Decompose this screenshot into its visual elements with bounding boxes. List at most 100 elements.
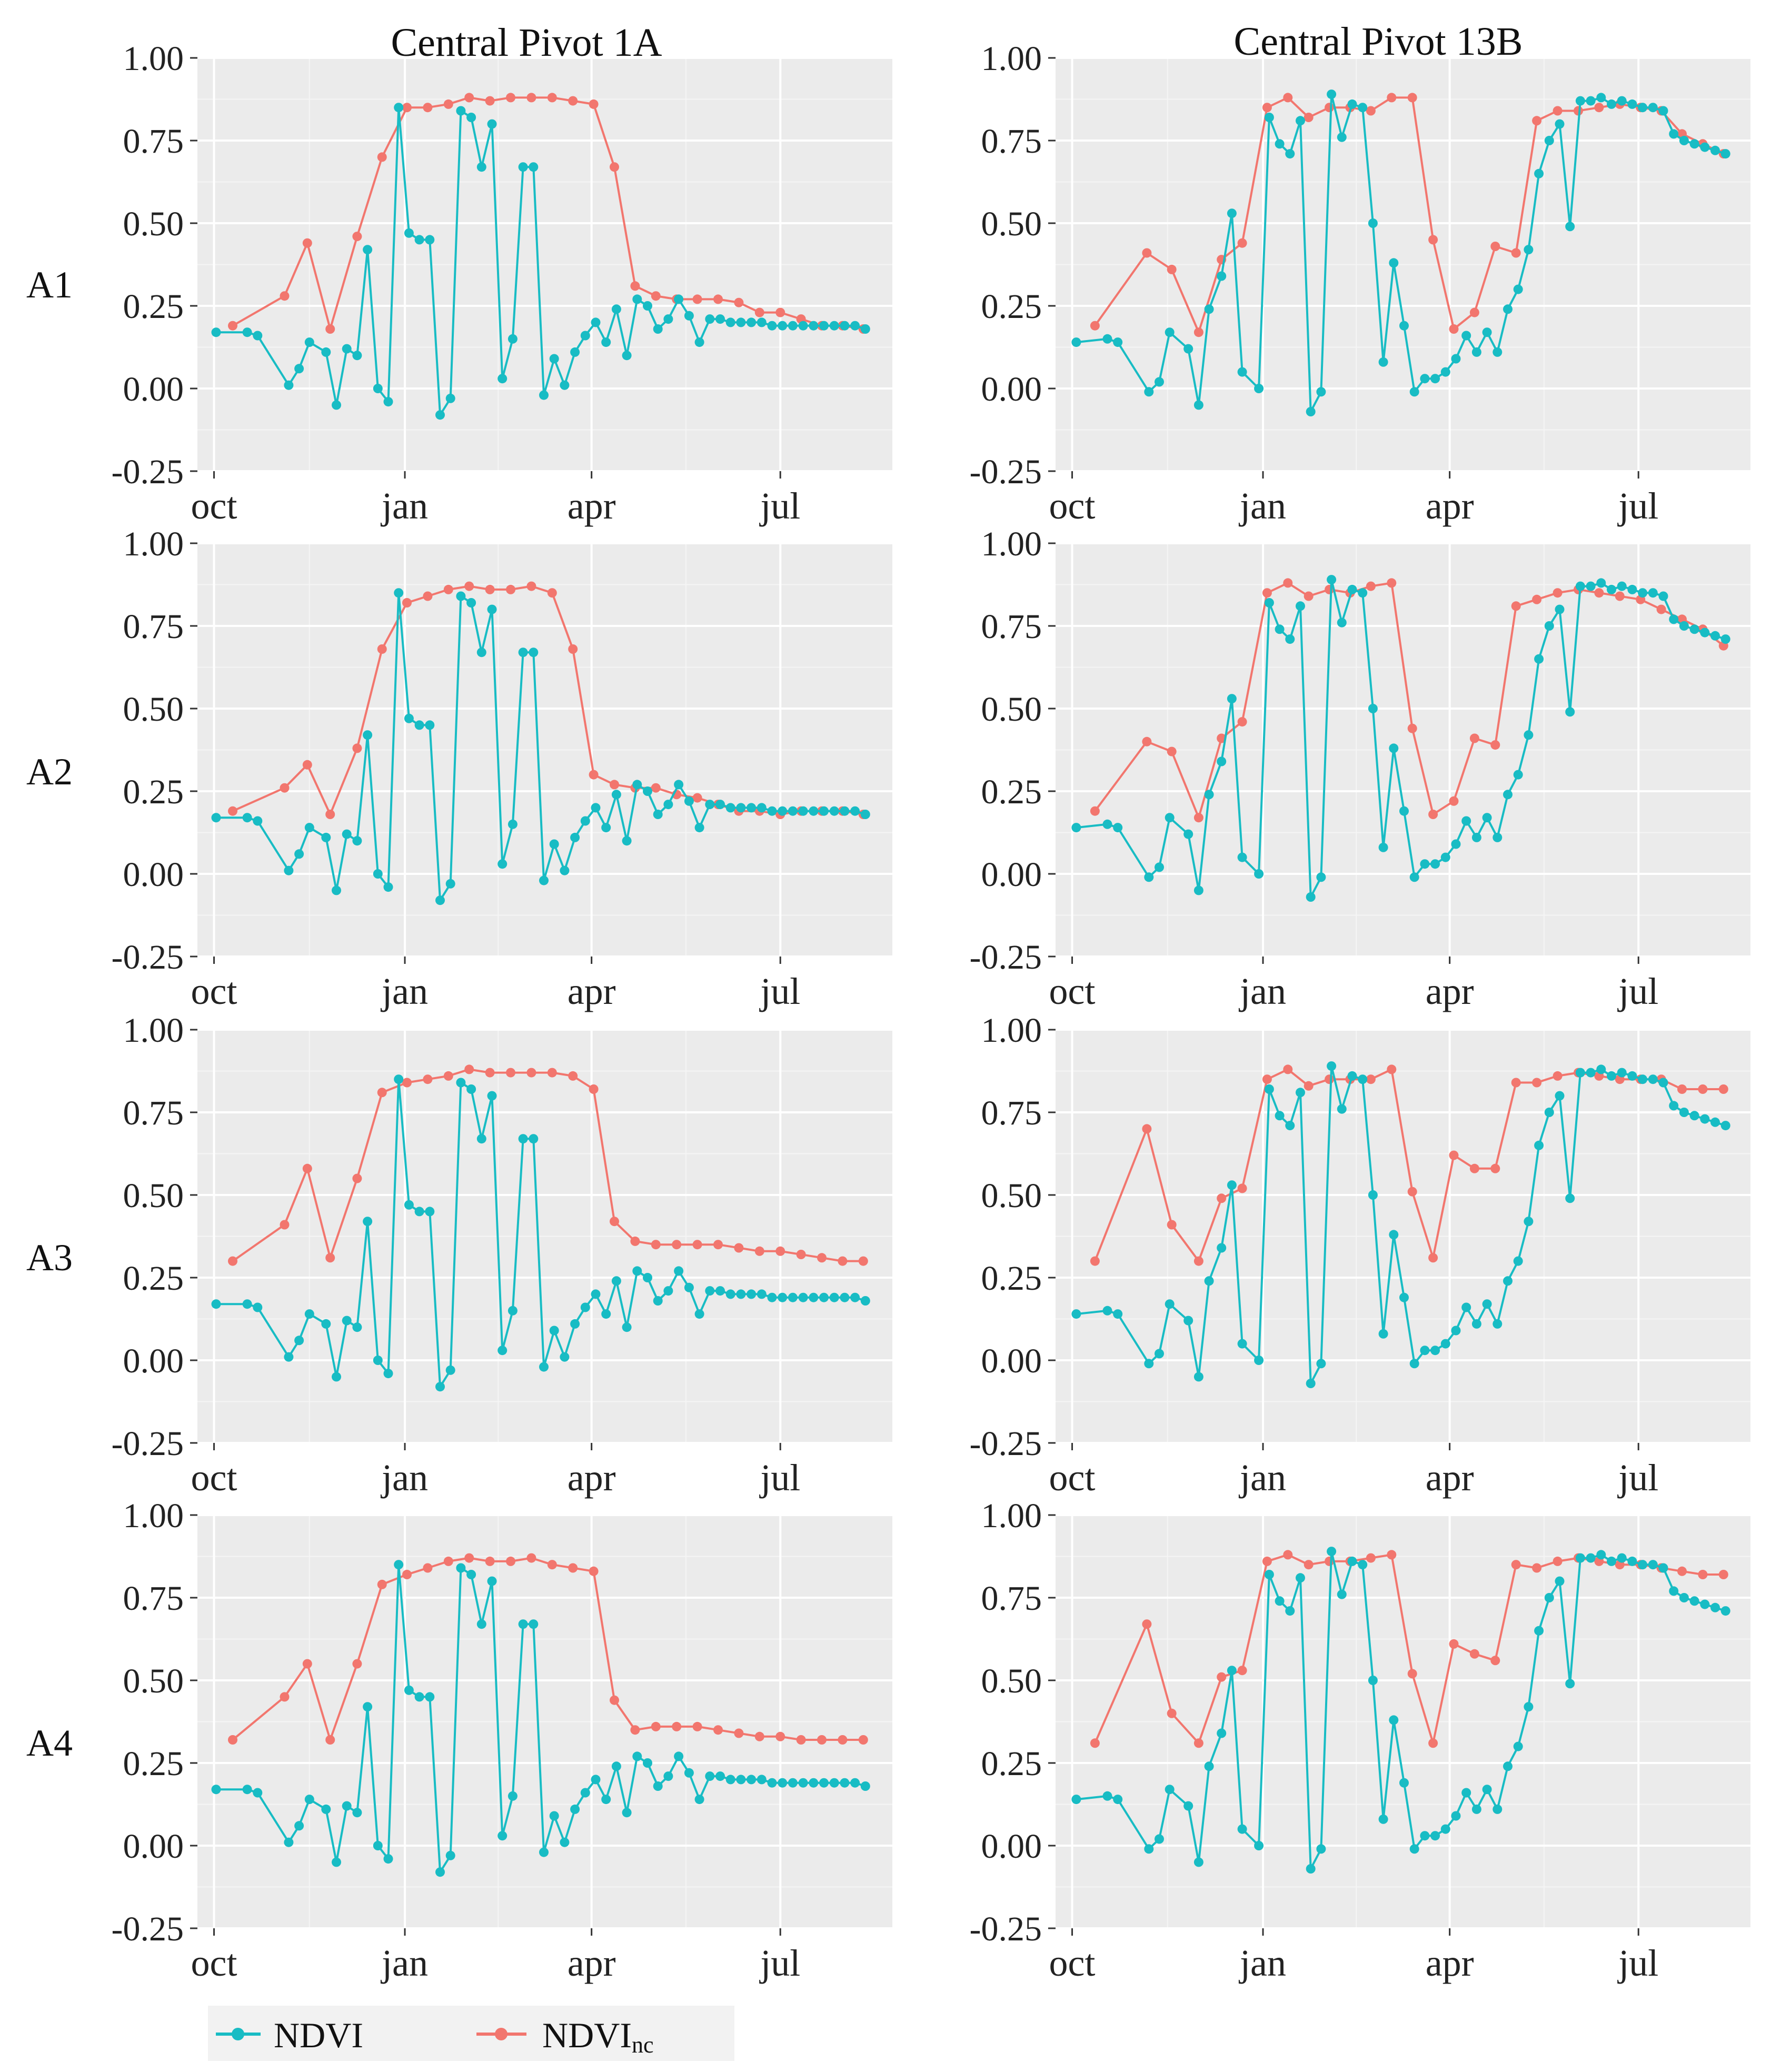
ndvi-nc-point: [589, 1566, 599, 1576]
ndvi-point: [332, 400, 341, 410]
ndvi-point: [1544, 1593, 1554, 1602]
ndvi-nc-point: [1142, 248, 1152, 258]
ndvi-point: [674, 1266, 684, 1276]
ndvi-nc-point: [1237, 1183, 1247, 1193]
ndvi-nc-point: [1553, 588, 1563, 598]
ndvi-point: [383, 1854, 393, 1864]
ndvi-nc-point: [377, 152, 387, 162]
ndvi-point: [1461, 331, 1471, 341]
ndvi-nc-point: [568, 644, 578, 654]
ndvi-nc-point: [1262, 588, 1272, 598]
ndvi-point: [1316, 1844, 1326, 1854]
ndvi-nc-point: [1490, 242, 1500, 251]
ndvi-point: [294, 1336, 304, 1346]
ndvi-point: [539, 390, 549, 400]
x-tick-label: jul: [1617, 1942, 1658, 1984]
ndvi-point: [435, 1382, 445, 1392]
ndvi-point: [643, 1758, 652, 1768]
ndvi-nc-point: [1237, 1666, 1247, 1676]
ndvi-nc-point: [1193, 813, 1203, 823]
ndvi-nc-point: [734, 297, 744, 307]
ndvi-nc-point: [1193, 1256, 1203, 1266]
ndvi-point: [352, 351, 362, 361]
ndvi-point: [1524, 1217, 1534, 1227]
ndvi-point: [1102, 1791, 1112, 1801]
ndvi-point: [1596, 578, 1606, 588]
ndvi-point: [1493, 1804, 1503, 1814]
ndvi-point: [747, 803, 757, 813]
ndvi-point: [1658, 1078, 1668, 1088]
x-tick-label: apr: [568, 1942, 616, 1984]
y-tick-label: 0.75: [123, 1579, 184, 1618]
ndvi-point: [1648, 1074, 1658, 1084]
ndvi-point: [284, 1352, 294, 1362]
y-tick-label: 0.50: [123, 205, 184, 243]
ndvi-nc-point: [568, 1563, 578, 1573]
y-tick-label: 0.75: [981, 1579, 1042, 1618]
ndvi-point: [747, 317, 757, 327]
ndvi-nc-point: [734, 1728, 744, 1738]
x-tick-label: oct: [1049, 485, 1096, 527]
ndvi-nc-point: [568, 1071, 578, 1081]
ndvi-point: [788, 1292, 798, 1302]
ndvi-nc-point: [1167, 1708, 1177, 1718]
ndvi-nc-point: [464, 1553, 474, 1563]
ndvi-point: [1102, 334, 1112, 344]
y-tick-label: -0.25: [112, 453, 184, 491]
ndvi-point: [715, 314, 725, 324]
ndvi-nc-point: [1449, 1150, 1459, 1160]
ndvi-point: [321, 347, 331, 357]
ndvi-point: [1607, 1556, 1616, 1566]
ndvi-point: [653, 1781, 663, 1791]
ndvi-point: [1358, 103, 1368, 113]
ndvi-point: [211, 813, 221, 823]
ndvi-nc-point: [1469, 307, 1479, 317]
ndvi-point: [1217, 271, 1227, 281]
ndvi-point: [1617, 1068, 1627, 1078]
ndvi-point: [1669, 129, 1679, 139]
ndvi-point: [1503, 304, 1513, 314]
ndvi-nc-point: [1090, 806, 1100, 816]
ndvi-nc-point: [1553, 1556, 1563, 1566]
ndvi-point: [435, 1867, 445, 1877]
ndvi-nc-point: [423, 103, 433, 113]
ndvi-point: [1544, 136, 1554, 145]
ndvi-point: [342, 1801, 352, 1811]
ndvi-point: [1306, 1379, 1316, 1388]
ndvi-point: [518, 162, 528, 172]
ndvi-point: [1165, 813, 1175, 823]
ndvi-nc-point: [443, 584, 453, 594]
ndvi-point: [487, 119, 497, 129]
ndvi-point: [1638, 1560, 1648, 1570]
ndvi-point: [242, 813, 252, 823]
ndvi-point: [1296, 1573, 1305, 1583]
ndvi-point: [1237, 1824, 1247, 1834]
ndvi-point: [242, 1785, 252, 1795]
ndvi-point: [1285, 634, 1295, 644]
x-tick-label: apr: [568, 1457, 616, 1499]
ndvi-point: [1275, 624, 1285, 634]
ndvi-point: [1534, 654, 1544, 664]
ndvi-point: [1679, 136, 1689, 145]
ndvi-point: [414, 1207, 424, 1217]
ndvi-point: [476, 1619, 486, 1629]
ndvi-point: [705, 1286, 715, 1296]
ndvi-nc-point: [1193, 1738, 1203, 1748]
y-tick-label: 0.25: [981, 1745, 1042, 1783]
ndvi-point: [580, 331, 590, 341]
ndvi-nc-point: [506, 1556, 515, 1566]
series-ndvi: [211, 1560, 870, 1877]
ndvi-nc-point: [1428, 1738, 1438, 1748]
ndvi-point: [778, 1292, 788, 1302]
ndvi-nc-point: [1142, 736, 1152, 746]
ndvi-point: [1420, 859, 1430, 869]
ndvi-point: [840, 806, 850, 816]
ndvi-nc-point: [1237, 717, 1247, 727]
ndvi-point: [466, 1570, 476, 1579]
ndvi-nc-point: [1407, 93, 1417, 103]
ndvi-point: [798, 1292, 808, 1302]
ndvi-point: [1430, 374, 1440, 384]
series-ndvi: [1071, 575, 1730, 902]
ndvi-point: [498, 859, 508, 869]
ndvi-point: [1264, 113, 1274, 122]
